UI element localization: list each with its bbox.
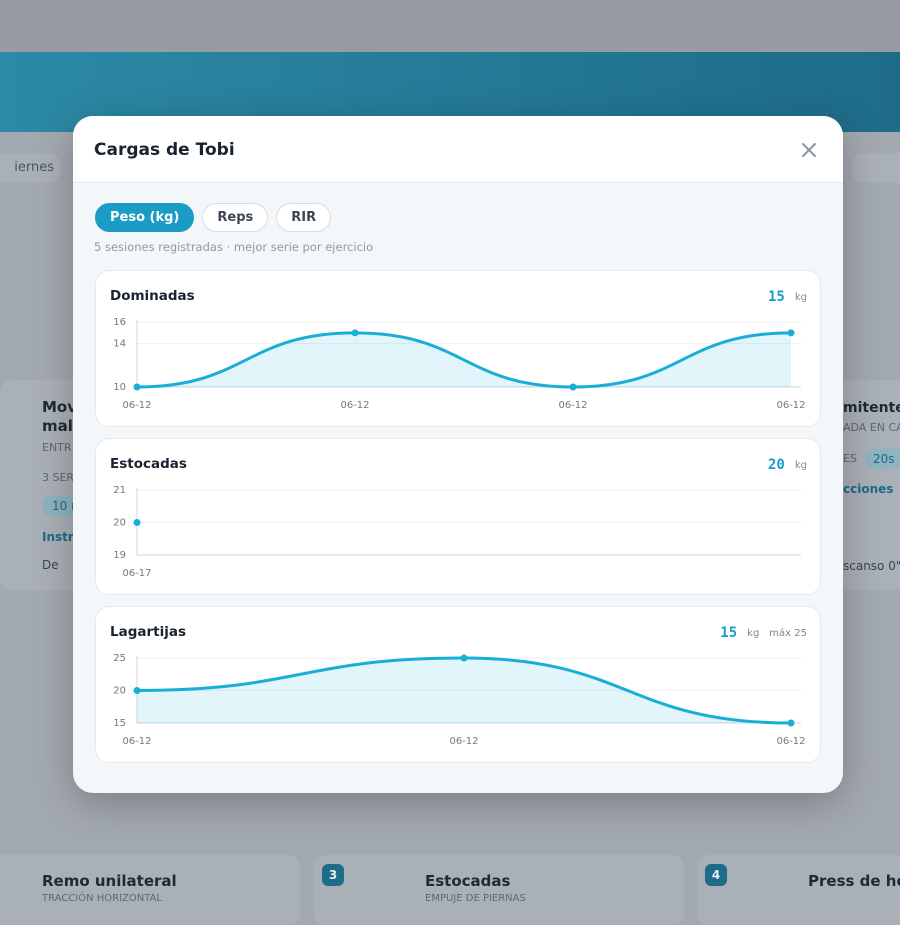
tab[interactable]: RIR xyxy=(276,203,332,232)
max-label: máx 25 xyxy=(769,627,807,639)
bg-text: Instru xyxy=(42,530,83,544)
x-tick-label: 06-12 xyxy=(776,400,805,411)
y-tick-label: 16 xyxy=(113,317,126,328)
unit: kg xyxy=(795,292,807,303)
note: 5 sesiones registradas · mejor serie por… xyxy=(94,240,374,254)
close-button[interactable] xyxy=(800,141,818,159)
y-tick-label: 10 xyxy=(113,382,126,393)
page: iernes Mov mal ENTR 3 SER 10 r Instru De… xyxy=(0,0,900,904)
x-tick-label: 06-12 xyxy=(776,736,805,747)
y-tick-label: 20 xyxy=(113,518,126,529)
x-tick-label: 06-12 xyxy=(340,400,369,411)
chart: Lagartijas 15 kg máx 25 15 20 25 06-12 06-12 06-1… xyxy=(110,624,807,747)
x-tick-label: 06-12 xyxy=(122,400,151,411)
bg-text: Remo unilateral xyxy=(42,872,177,890)
point xyxy=(133,519,141,526)
nav-chip[interactable]: iernes xyxy=(0,153,60,183)
bg-text: Press de hom xyxy=(808,872,900,890)
point xyxy=(569,383,577,391)
point xyxy=(787,329,795,337)
bg-card xyxy=(697,855,900,925)
bg-text: ADA EN CA xyxy=(843,421,900,434)
modal: Cargas de Tobi Peso (kg) Reps RIR 5 sesion… xyxy=(73,116,843,793)
bg-text: Mov xyxy=(42,398,78,416)
bg-text: 3 SER xyxy=(42,471,75,484)
bg-text: TRACCIÓN HORIZONTAL xyxy=(42,893,162,904)
unit: kg xyxy=(747,628,759,639)
chart: Dominadas 15 kg 10 14 16 06-12 06-12 06-12 06-12 xyxy=(110,288,807,411)
line xyxy=(136,331,792,389)
y-tick-label: 15 xyxy=(113,718,126,729)
y-tick-label: 14 xyxy=(113,339,126,350)
y-tick-label: 19 xyxy=(113,550,126,561)
chart-title: Estocadas xyxy=(110,456,187,472)
y-tick-label: 20 xyxy=(113,686,126,697)
bg-text: De xyxy=(42,558,59,572)
chart-card: Dominadas 15 kg 10 14 16 06-12 06-12 06-12 06-12 xyxy=(95,270,821,427)
bg-text: ES xyxy=(843,452,857,465)
bg-text: 20s xyxy=(866,449,900,469)
unit: kg xyxy=(795,460,807,471)
bg-text: EMPUJE DE PIERNAS xyxy=(425,893,526,904)
value: 15 xyxy=(768,289,785,305)
x-tick-label: 06-12 xyxy=(558,400,587,411)
tab[interactable]: Reps xyxy=(202,203,269,232)
value: 15 xyxy=(720,625,737,641)
point xyxy=(351,329,359,337)
bg-badge: 3 xyxy=(322,864,344,886)
value: 20 xyxy=(768,457,785,473)
y-tick-label: 21 xyxy=(113,485,126,496)
modal-title: Cargas de Tobi xyxy=(94,140,235,160)
top-bar xyxy=(0,0,900,52)
modal-header xyxy=(73,116,843,183)
latest-value: 15 kg xyxy=(768,289,807,305)
bg-badge: 4 xyxy=(705,864,727,886)
bg-text: Estocadas xyxy=(425,872,511,890)
bg-card xyxy=(0,855,300,925)
point xyxy=(133,383,141,391)
x-tick-label: 06-17 xyxy=(122,568,151,579)
nav-button[interactable] xyxy=(852,153,900,183)
bg-text: scanso 0" xyxy=(843,559,900,573)
tab[interactable]: Peso (kg) xyxy=(95,203,195,232)
point xyxy=(787,719,795,727)
bg-text: ENTR xyxy=(42,441,72,454)
y-tick-label: 25 xyxy=(113,653,126,664)
chart-title: Dominadas xyxy=(110,288,195,304)
bg-text: mitente xyxy=(843,400,900,416)
x-tick-label: 06-12 xyxy=(449,736,478,747)
chart-card: Estocadas 20 kg 19 20 21 06-17 xyxy=(95,438,821,595)
bg-text: cciones xyxy=(843,482,894,496)
chart: Estocadas 20 kg 19 20 21 06-17 xyxy=(110,456,807,579)
point xyxy=(133,687,141,694)
chart-title: Lagartijas xyxy=(110,624,186,640)
latest-value: 15 kg máx 25 xyxy=(720,625,807,641)
bg-text: mal xyxy=(42,417,73,435)
bg-card xyxy=(314,855,684,925)
latest-value: 20 kg xyxy=(768,457,807,473)
chart-card: Lagartijas 15 kg máx 25 15 20 25 06-12 06-12 06-1… xyxy=(95,606,821,763)
point xyxy=(460,654,468,662)
x-tick-label: 06-12 xyxy=(122,736,151,747)
tabs: Peso (kg) Reps RIR xyxy=(95,203,332,232)
